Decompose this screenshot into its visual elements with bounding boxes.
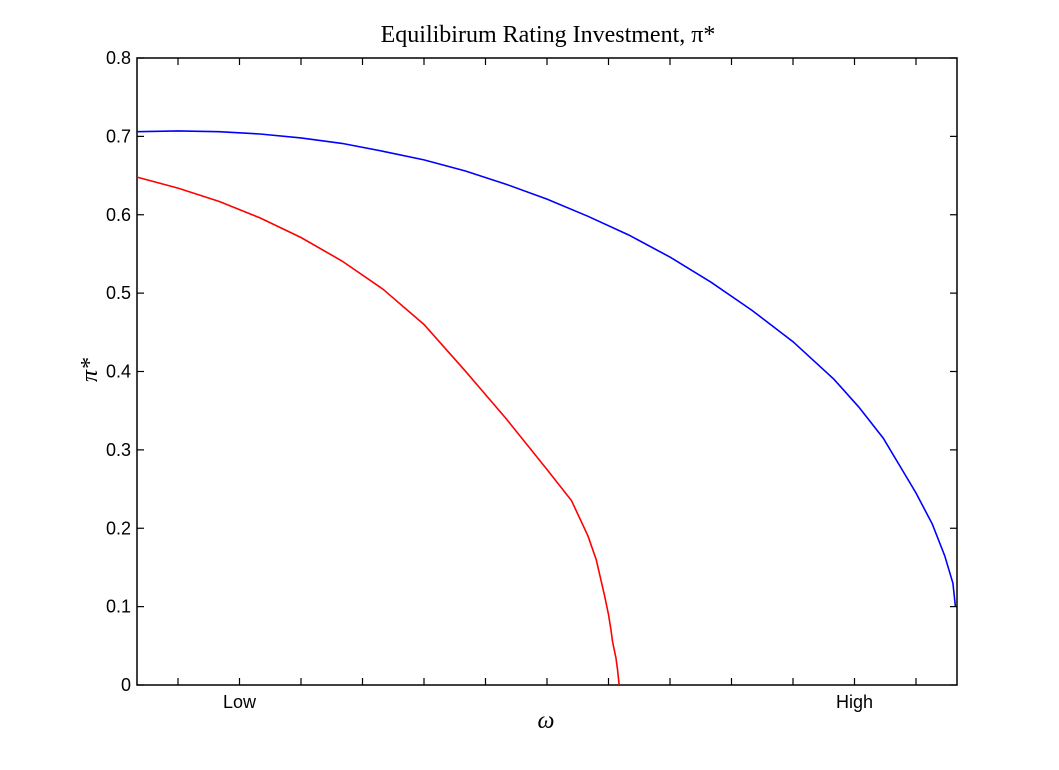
x-axis-label: ω (538, 708, 555, 734)
series-line-0 (136, 130, 957, 607)
y-tick-label: 0.1 (106, 597, 131, 617)
y-axis-ticks: 0 0.1 0.2 0.3 0.4 0.5 0.6 0.7 0.8 (106, 48, 957, 695)
y-axis-label: π* (77, 358, 103, 382)
y-tick-label: 0.8 (106, 48, 131, 68)
series-line-1 (136, 176, 620, 686)
y-tick-label: 0.2 (106, 518, 131, 538)
plot-area (136, 57, 958, 686)
x-axis-ticks: Low High (177, 58, 917, 712)
series-layer (136, 130, 957, 686)
y-tick-label: 0 (121, 675, 131, 695)
x-tick-label: Low (223, 692, 257, 712)
x-tick-label: High (836, 692, 873, 712)
chart-title: Equilibirum Rating Investment, π* (381, 22, 716, 48)
y-tick-label: 0.3 (106, 440, 131, 460)
y-tick-label: 0.4 (106, 362, 131, 382)
y-tick-label: 0.5 (106, 283, 131, 303)
y-tick-label: 0.7 (106, 126, 131, 146)
y-tick-label: 0.6 (106, 205, 131, 225)
